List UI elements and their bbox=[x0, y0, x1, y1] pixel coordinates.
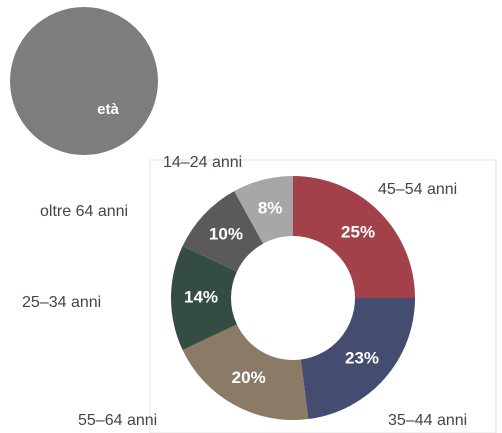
value-label: 8% bbox=[258, 198, 283, 217]
category-label: 45–54 anni bbox=[378, 181, 457, 198]
donut-segment bbox=[182, 191, 264, 272]
frame bbox=[149, 159, 497, 433]
value-label: 25% bbox=[341, 222, 375, 241]
value-label: 10% bbox=[209, 225, 243, 244]
category-label: 25–34 anni bbox=[22, 294, 101, 311]
value-label: 14% bbox=[184, 287, 218, 306]
category-label: oltre 64 anni bbox=[40, 203, 128, 220]
donut-segment bbox=[300, 298, 415, 420]
chart-title: età bbox=[97, 101, 119, 118]
value-label: 23% bbox=[345, 348, 379, 367]
value-label: 20% bbox=[232, 368, 266, 387]
donut-segment bbox=[234, 176, 293, 244]
category-label: 55–64 anni bbox=[78, 412, 157, 429]
donut-segment bbox=[293, 176, 415, 298]
donut-segment bbox=[182, 324, 309, 420]
category-label: 35–44 anni bbox=[388, 412, 467, 429]
badge-circle bbox=[10, 7, 158, 155]
category-label: 14–24 anni bbox=[163, 154, 242, 171]
donut-segment bbox=[171, 246, 237, 350]
